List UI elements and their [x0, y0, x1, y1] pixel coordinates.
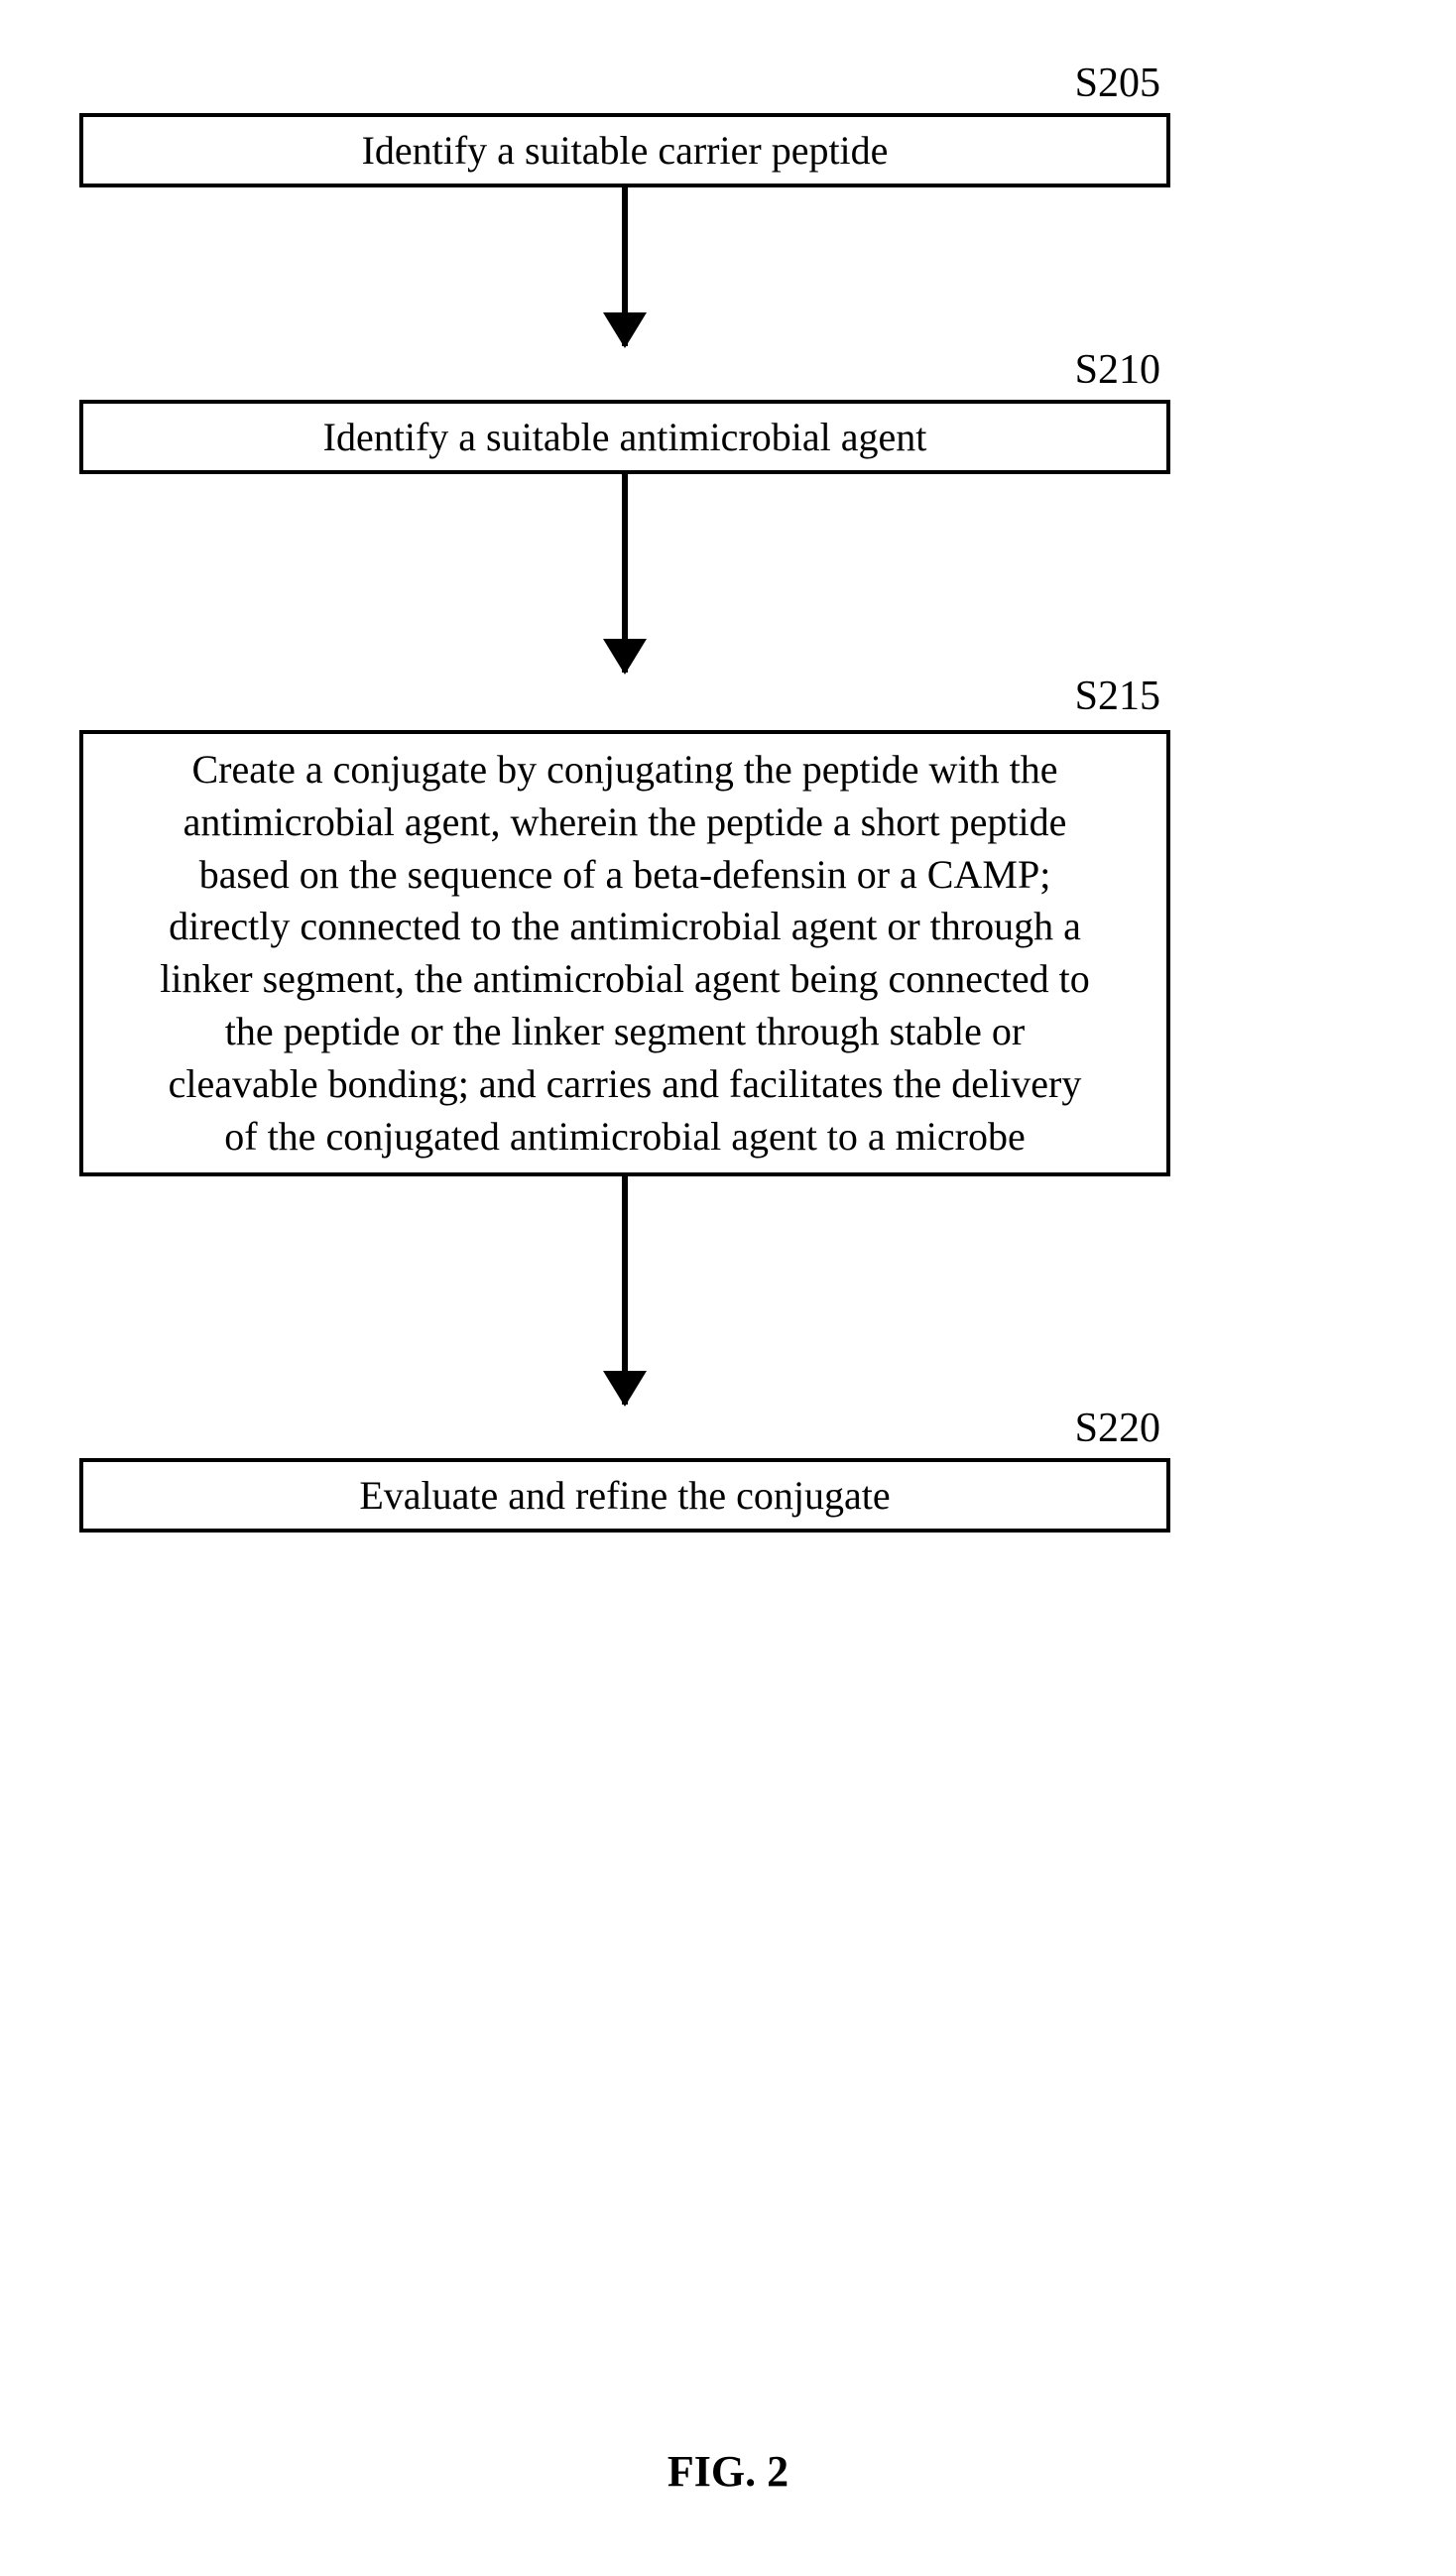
step-label-s220: S220: [79, 1405, 1160, 1452]
step-label-s210: S210: [79, 346, 1160, 394]
flow-box-text: Identify a suitable carrier peptide: [105, 127, 1145, 174]
flow-box-s210: Identify a suitable antimicrobial agent: [79, 400, 1170, 474]
flow-box-text: linker segment, the antimicrobial agent …: [105, 953, 1145, 1006]
flow-box-text: Create a conjugate by conjugating the pe…: [105, 744, 1145, 797]
flowchart-container: S205 Identify a suitable carrier peptide S…: [79, 60, 1170, 1533]
figure-caption: FIG. 2: [0, 2446, 1456, 2497]
flow-box-text: Evaluate and refine the conjugate: [105, 1472, 1145, 1519]
flow-arrow: [79, 187, 1170, 346]
flow-box-s220: Evaluate and refine the conjugate: [79, 1458, 1170, 1533]
flow-box-s215: Create a conjugate by conjugating the pe…: [79, 730, 1170, 1176]
flow-box-text: directly connected to the antimicrobial …: [105, 901, 1145, 953]
flow-box-s205: Identify a suitable carrier peptide: [79, 113, 1170, 187]
flow-box-text: the peptide or the linker segment throug…: [105, 1006, 1145, 1058]
flow-box-text: based on the sequence of a beta-defensin…: [105, 849, 1145, 902]
flow-arrow: [79, 474, 1170, 673]
flow-arrow: [79, 1176, 1170, 1405]
flow-box-text: of the conjugated antimicrobial agent to…: [105, 1111, 1145, 1164]
flow-box-text: Identify a suitable antimicrobial agent: [105, 414, 1145, 460]
step-label-s215: S215: [79, 673, 1160, 720]
flow-box-text: cleavable bonding; and carries and facil…: [105, 1058, 1145, 1111]
step-label-s205: S205: [79, 60, 1160, 107]
flow-box-text: antimicrobial agent, wherein the peptide…: [105, 797, 1145, 849]
